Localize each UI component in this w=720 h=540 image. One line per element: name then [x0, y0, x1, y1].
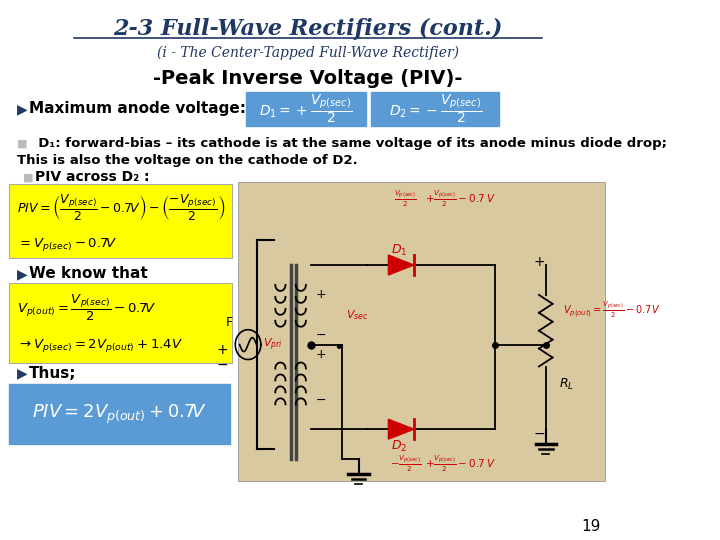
- Text: $PIV = 2V_{p(out)} + 0.7V$: $PIV = 2V_{p(out)} + 0.7V$: [32, 403, 207, 426]
- Text: 2-3 Full-Wave Rectifiers (cont.): 2-3 Full-Wave Rectifiers (cont.): [113, 18, 503, 40]
- FancyBboxPatch shape: [9, 185, 232, 258]
- FancyBboxPatch shape: [238, 183, 606, 481]
- Text: $-\frac{V_{p(sec)}}{2}$: $-\frac{V_{p(sec)}}{2}$: [390, 454, 421, 474]
- Text: $PIV = \left(\dfrac{V_{p(sec)}}{2}-0.7V\right) - \left(\dfrac{-V_{p(sec)}}{2}\ri: $PIV = \left(\dfrac{V_{p(sec)}}{2}-0.7V\…: [17, 193, 225, 224]
- Text: F: F: [226, 316, 233, 329]
- Text: 19: 19: [582, 519, 601, 534]
- Text: +: +: [217, 342, 228, 356]
- Text: −: −: [533, 427, 545, 441]
- Text: $-$: $-$: [315, 393, 326, 406]
- Text: $V_{pri}$: $V_{pri}$: [264, 336, 283, 353]
- Text: $+\frac{V_{p(sec)}}{2}-0.7\,V$: $+\frac{V_{p(sec)}}{2}-0.7\,V$: [426, 188, 496, 209]
- Text: $D_2 = -\dfrac{V_{p(sec)}}{2}$: $D_2 = -\dfrac{V_{p(sec)}}{2}$: [389, 92, 482, 125]
- Text: $V_{p(out)} = \dfrac{V_{p(sec)}}{2} - 0.7V$: $V_{p(out)} = \dfrac{V_{p(sec)}}{2} - 0.…: [17, 293, 156, 323]
- Text: $V_{p(out)}=\frac{V_{p(sec)}}{2}-0.7\,V$: $V_{p(out)}=\frac{V_{p(sec)}}{2}-0.7\,V$: [563, 300, 661, 320]
- FancyBboxPatch shape: [9, 283, 232, 362]
- Text: This is also the voltage on the cathode of D2.: This is also the voltage on the cathode …: [17, 154, 357, 167]
- Text: $\frac{V_{p(sec)}}{2}$: $\frac{V_{p(sec)}}{2}$: [394, 188, 417, 209]
- Text: −: −: [217, 357, 228, 372]
- FancyBboxPatch shape: [9, 384, 230, 444]
- Text: -Peak Inverse Voltage (PIV)-: -Peak Inverse Voltage (PIV)-: [153, 70, 462, 89]
- Text: ▶: ▶: [17, 267, 27, 281]
- Text: $\rightarrow V_{p(sec)} = 2V_{p(out)} + 1.4V$: $\rightarrow V_{p(sec)} = 2V_{p(out)} + …: [17, 337, 183, 354]
- Text: Thus;: Thus;: [29, 366, 76, 381]
- Polygon shape: [388, 419, 414, 439]
- Text: $+$: $+$: [315, 288, 326, 301]
- Text: (i - The Center-Tapped Full-Wave Rectifier): (i - The Center-Tapped Full-Wave Rectifi…: [157, 46, 459, 60]
- Text: PIV across D₂ :: PIV across D₂ :: [35, 171, 150, 185]
- Text: $+$: $+$: [315, 348, 326, 361]
- Text: ■: ■: [17, 139, 27, 148]
- Text: ▶: ▶: [17, 367, 27, 381]
- Text: $D_1$: $D_1$: [391, 242, 408, 258]
- Text: +: +: [533, 255, 545, 269]
- Text: $D_2$: $D_2$: [392, 438, 408, 454]
- Text: D₁: forward-bias – its cathode is at the same voltage of its anode minus diode d: D₁: forward-bias – its cathode is at the…: [29, 137, 667, 150]
- Text: $-$: $-$: [315, 328, 326, 341]
- Text: We know that: We know that: [29, 266, 148, 281]
- FancyBboxPatch shape: [372, 92, 499, 126]
- Text: $+\frac{V_{p(sec)}}{2}-0.7\,V$: $+\frac{V_{p(sec)}}{2}-0.7\,V$: [426, 454, 496, 474]
- Text: ■: ■: [22, 172, 33, 183]
- Text: $D_1 = +\dfrac{V_{p(sec)}}{2}$: $D_1 = +\dfrac{V_{p(sec)}}{2}$: [259, 92, 353, 125]
- Text: $V_{sec}$: $V_{sec}$: [346, 308, 369, 322]
- Text: $= V_{p(sec)} - 0.7V$: $= V_{p(sec)} - 0.7V$: [17, 235, 117, 253]
- Text: ▶: ▶: [17, 102, 27, 116]
- Polygon shape: [388, 255, 414, 275]
- Text: $\bullet$: $\bullet$: [333, 336, 342, 354]
- FancyBboxPatch shape: [246, 92, 366, 126]
- Text: Maximum anode voltage:: Maximum anode voltage:: [29, 102, 246, 116]
- Text: $R_L$: $R_L$: [559, 377, 574, 392]
